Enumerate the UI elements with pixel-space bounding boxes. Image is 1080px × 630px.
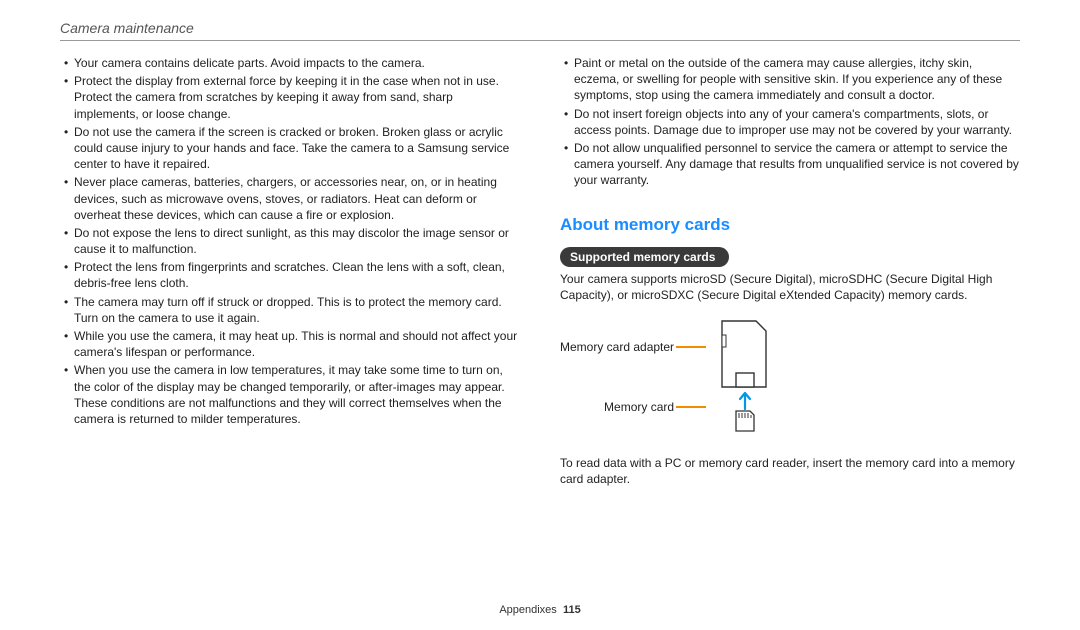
bullet-item: Never place cameras, batteries, chargers… <box>64 174 520 223</box>
right-column: Paint or metal on the outside of the cam… <box>560 55 1020 495</box>
card-label-row: Memory card <box>560 400 706 414</box>
footer-section: Appendixes <box>499 604 557 616</box>
callout-line-icon <box>676 406 706 408</box>
bullet-item: When you use the camera in low temperatu… <box>64 362 520 427</box>
bullet-item: Your camera contains delicate parts. Avo… <box>64 55 520 71</box>
memory-card-diagram: Memory card adapter Memory card <box>560 317 1020 437</box>
adapter-label: Memory card adapter <box>560 340 674 354</box>
bullet-item: Do not use the camera if the screen is c… <box>64 124 520 173</box>
bullet-item: While you use the camera, it may heat up… <box>64 328 520 360</box>
card-label: Memory card <box>604 400 674 414</box>
bullet-item: The camera may turn off if struck or dro… <box>64 294 520 326</box>
section-title: About memory cards <box>560 215 1020 235</box>
subsection-pill: Supported memory cards <box>560 247 729 267</box>
right-bullet-list: Paint or metal on the outside of the cam… <box>560 55 1020 189</box>
adapter-label-row: Memory card adapter <box>560 340 706 354</box>
sd-adapter-icon <box>716 317 776 437</box>
bullet-item: Do not expose the lens to direct sunligh… <box>64 225 520 257</box>
left-bullet-list: Your camera contains delicate parts. Avo… <box>60 55 520 427</box>
content-columns: Your camera contains delicate parts. Avo… <box>60 55 1020 495</box>
bullet-item: Do not insert foreign objects into any o… <box>564 106 1020 138</box>
header-divider <box>60 40 1020 41</box>
page-footer: Appendixes 115 <box>0 604 1080 616</box>
bullet-item: Protect the display from external force … <box>64 73 520 122</box>
diagram-labels: Memory card adapter Memory card <box>560 340 706 414</box>
left-column: Your camera contains delicate parts. Avo… <box>60 55 520 495</box>
section-intro: Your camera supports microSD (Secure Dig… <box>560 271 1020 303</box>
page-header: Camera maintenance <box>60 20 1020 36</box>
bullet-item: Protect the lens from fingerprints and s… <box>64 259 520 291</box>
bullet-item: Paint or metal on the outside of the cam… <box>564 55 1020 104</box>
section-outro: To read data with a PC or memory card re… <box>560 455 1020 487</box>
footer-page-number: 115 <box>563 604 581 616</box>
bullet-item: Do not allow unqualified personnel to se… <box>564 140 1020 189</box>
callout-line-icon <box>676 346 706 348</box>
